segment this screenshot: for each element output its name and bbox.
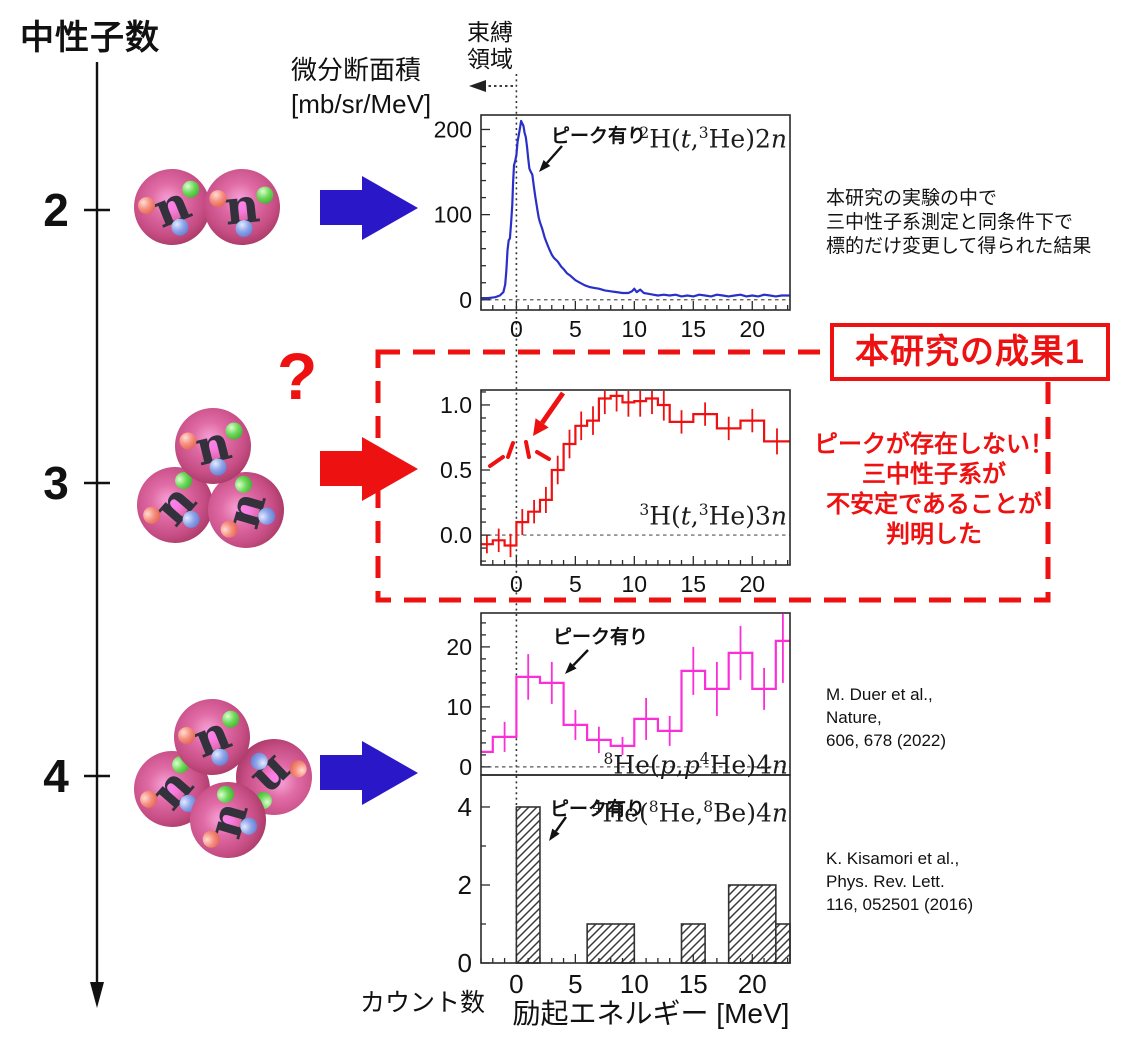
svg-text:4: 4	[458, 792, 472, 822]
svg-text:2: 2	[458, 870, 472, 900]
reaction-label-3n: 3H(t,3He)3n	[639, 501, 787, 531]
neutron-number-axis	[84, 62, 110, 1008]
y-axis-unit-label: 微分断面積 [mb/sr/MeV]	[291, 53, 431, 121]
spectrum-4n-kisamori: 0 5 10 15 20 0 2 4	[458, 774, 791, 999]
blue-arrow-2n	[320, 176, 418, 240]
svg-text:20: 20	[739, 571, 765, 597]
reaction-label-4n-kisamori: 4He(8He,8Be)4n	[592, 798, 788, 828]
svg-text:20: 20	[739, 316, 765, 342]
counts-axis-label: カウント数	[360, 989, 486, 1017]
svg-text:5: 5	[568, 969, 582, 999]
same-condition-line3: 標的だけ変更して得られた結果	[826, 236, 1092, 257]
bound-region-arrow	[469, 80, 513, 92]
svg-text:0: 0	[459, 754, 472, 780]
x-axis-label: 励起エネルギー [MeV]	[512, 998, 790, 1029]
spectrum-4n-duer: 0 10 20	[446, 612, 791, 780]
svg-text:100: 100	[434, 202, 472, 228]
no-peak-line1: ピークが存在しない！	[814, 431, 1054, 458]
axis-arrowhead	[90, 982, 104, 1008]
citation-duer: M. Duer et al., Nature, 606, 678 (2022)	[826, 683, 946, 752]
missing-peak-arrow-3n	[533, 391, 566, 436]
spectrum-3n: 0 5 10 15 20 0.0 0.5 1.0	[440, 389, 791, 597]
svg-text:0.5: 0.5	[440, 457, 472, 483]
neutron-ball	[199, 164, 285, 250]
svg-text:0: 0	[510, 316, 523, 342]
no-peak-conclusion: ピークが存在しない！ 三中性子系が 不安定であることが 判明した	[808, 430, 1060, 550]
blue-arrow-4n	[320, 741, 418, 805]
same-condition-line1: 本研究の実験の中で	[826, 188, 998, 209]
svg-text:10: 10	[446, 694, 472, 720]
neutron-count-3: 3	[43, 457, 69, 509]
citation-duer-line1: M. Duer et al.,	[826, 685, 933, 704]
svg-text:0: 0	[510, 571, 523, 597]
figure-title-neutron-number: 中性子数	[20, 19, 160, 57]
peak-present-label-4n-kisamori: ピーク有り	[550, 799, 646, 820]
neutron-count-4: 4	[43, 750, 69, 802]
peak-arrow-4n-kisamori	[549, 816, 567, 841]
peak-present-label-2n: ピーク有り	[551, 126, 647, 147]
result-badge: 本研究の成果1	[830, 323, 1110, 381]
peak-arrow-2n	[539, 145, 563, 172]
same-condition-line2: 三中性子系測定と同条件下で	[826, 212, 1074, 233]
svg-text:20: 20	[738, 969, 767, 999]
bound-region-line1: 束縛	[467, 19, 513, 45]
peak-arrow-4n-duer	[565, 649, 589, 674]
svg-text:0: 0	[458, 948, 472, 978]
svg-text:0: 0	[459, 287, 472, 313]
annotation-overlay	[375, 145, 1051, 841]
svg-text:0: 0	[509, 969, 523, 999]
y-axis-unit-line2: [mb/sr/MeV]	[291, 89, 432, 119]
peak-present-label-4n-duer: ピーク有り	[553, 627, 649, 648]
svg-text:5: 5	[569, 316, 582, 342]
svg-text:5: 5	[569, 571, 582, 597]
cluster-4n	[119, 694, 326, 872]
red-arrow-3n	[320, 437, 418, 501]
svg-text:10: 10	[620, 969, 649, 999]
svg-text:10: 10	[622, 316, 648, 342]
svg-text:10: 10	[622, 571, 648, 597]
cluster-2n	[129, 164, 285, 250]
svg-text:0.0: 0.0	[440, 522, 472, 548]
same-condition-note: 本研究の実験の中で 三中性子系測定と同条件下で 標的だけ変更して得られた結果	[826, 187, 1091, 259]
svg-text:15: 15	[680, 571, 706, 597]
citation-kisamori-line3: 116, 052501 (2016)	[826, 895, 974, 914]
bound-region-label: 束縛 領域	[452, 19, 528, 73]
svg-text:15: 15	[680, 316, 706, 342]
neutron-ball	[175, 408, 251, 484]
citation-duer-line2: Nature,	[826, 708, 882, 727]
reaction-label-2n: 2H(t,3He)2n	[639, 124, 787, 154]
no-peak-line3: 不安定であることが	[826, 491, 1042, 518]
svg-text:200: 200	[434, 116, 472, 142]
neutron-count-2: 2	[43, 184, 69, 236]
svg-text:15: 15	[679, 969, 708, 999]
citation-kisamori-line1: K. Kisamori et al.,	[826, 849, 960, 868]
citation-kisamori-line2: Phys. Rev. Lett.	[826, 872, 945, 891]
svg-text:20: 20	[446, 634, 472, 660]
bound-region-line2: 領域	[467, 46, 513, 72]
question-mark: ?	[277, 339, 318, 413]
y-axis-unit-line1: 微分断面積	[291, 55, 422, 85]
neutron-ball	[129, 164, 215, 250]
svg-text:1.0: 1.0	[440, 392, 472, 418]
cluster-3n	[122, 408, 298, 562]
citation-kisamori: K. Kisamori et al., Phys. Rev. Lett. 116…	[826, 847, 973, 916]
no-peak-line2: 三中性子系が	[862, 461, 1006, 488]
reaction-label-4n-duer: 8He(p,p4He)4n	[603, 750, 788, 780]
citation-duer-line3: 606, 678 (2022)	[826, 731, 947, 750]
bound-arrow-head	[469, 80, 486, 92]
no-peak-line4: 判明した	[886, 521, 982, 548]
missing-peak-burst	[488, 440, 551, 468]
highlight-dashed-box	[375, 349, 1051, 603]
